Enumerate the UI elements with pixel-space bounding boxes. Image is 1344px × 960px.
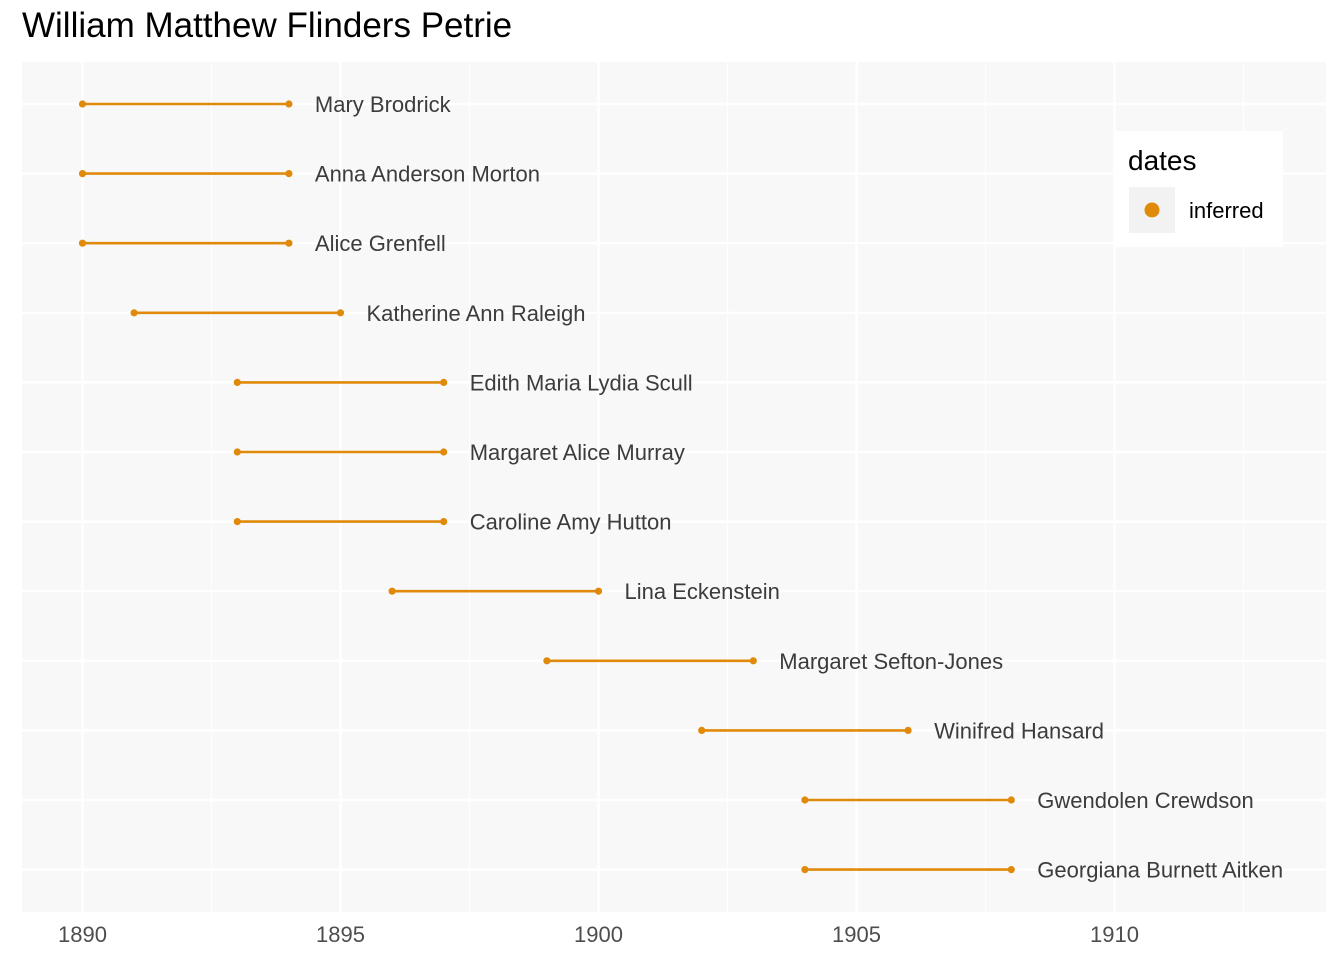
start-point bbox=[801, 866, 809, 874]
end-point bbox=[285, 239, 293, 247]
legend: dates inferred bbox=[1114, 131, 1283, 247]
start-point bbox=[78, 170, 87, 178]
chart-title: William Matthew Flinders Petrie bbox=[22, 6, 513, 45]
name-label: Katherine Ann Raleigh bbox=[367, 301, 586, 326]
marks-layer: Mary Brodrick Anna Anderson Morton Alice G… bbox=[78, 92, 1283, 883]
legend-title: dates bbox=[1128, 145, 1197, 176]
name-label: Edith Maria Lydia Scull bbox=[470, 370, 693, 395]
start-point bbox=[233, 378, 241, 386]
start-point bbox=[543, 657, 551, 665]
end-point bbox=[594, 587, 603, 595]
x-axis-ticks: 1890 1895 1900 1905 1910 bbox=[58, 922, 1139, 947]
end-point bbox=[285, 170, 293, 178]
x-tick-label: 1890 bbox=[58, 922, 107, 947]
legend-entry-label: inferred bbox=[1189, 198, 1264, 223]
name-label: Gwendolen Crewdson bbox=[1037, 788, 1253, 813]
name-label: Winifred Hansard bbox=[934, 718, 1104, 743]
name-label: Caroline Amy Hutton bbox=[470, 510, 672, 535]
end-point bbox=[749, 657, 757, 665]
start-point bbox=[78, 239, 87, 247]
start-point bbox=[78, 100, 87, 108]
name-label: Georgiana Burnett Aitken bbox=[1037, 858, 1283, 883]
x-tick-label: 1895 bbox=[316, 922, 365, 947]
name-label: Alice Grenfell bbox=[315, 231, 446, 256]
name-label: Mary Brodrick bbox=[315, 92, 452, 117]
name-label: Anna Anderson Morton bbox=[315, 162, 540, 187]
plot-panel bbox=[22, 62, 1326, 912]
end-point bbox=[285, 100, 293, 108]
end-point bbox=[440, 518, 448, 526]
x-tick-label: 1910 bbox=[1090, 922, 1139, 947]
name-label: Margaret Sefton-Jones bbox=[779, 649, 1003, 674]
end-point bbox=[440, 378, 448, 386]
name-label: Margaret Alice Murray bbox=[470, 440, 685, 465]
start-point bbox=[698, 726, 706, 735]
end-point bbox=[440, 448, 448, 456]
start-point bbox=[130, 309, 138, 317]
start-point bbox=[801, 796, 809, 804]
legend-key-dot bbox=[1144, 202, 1160, 218]
start-point bbox=[233, 518, 241, 526]
end-point bbox=[1007, 796, 1015, 804]
end-point bbox=[1007, 866, 1015, 874]
name-label: Lina Eckenstein bbox=[625, 579, 780, 604]
start-point bbox=[233, 448, 241, 456]
end-point bbox=[904, 726, 912, 735]
x-tick-label: 1905 bbox=[832, 922, 881, 947]
x-tick-label: 1900 bbox=[574, 922, 623, 947]
end-point bbox=[336, 309, 345, 317]
start-point bbox=[388, 587, 396, 595]
